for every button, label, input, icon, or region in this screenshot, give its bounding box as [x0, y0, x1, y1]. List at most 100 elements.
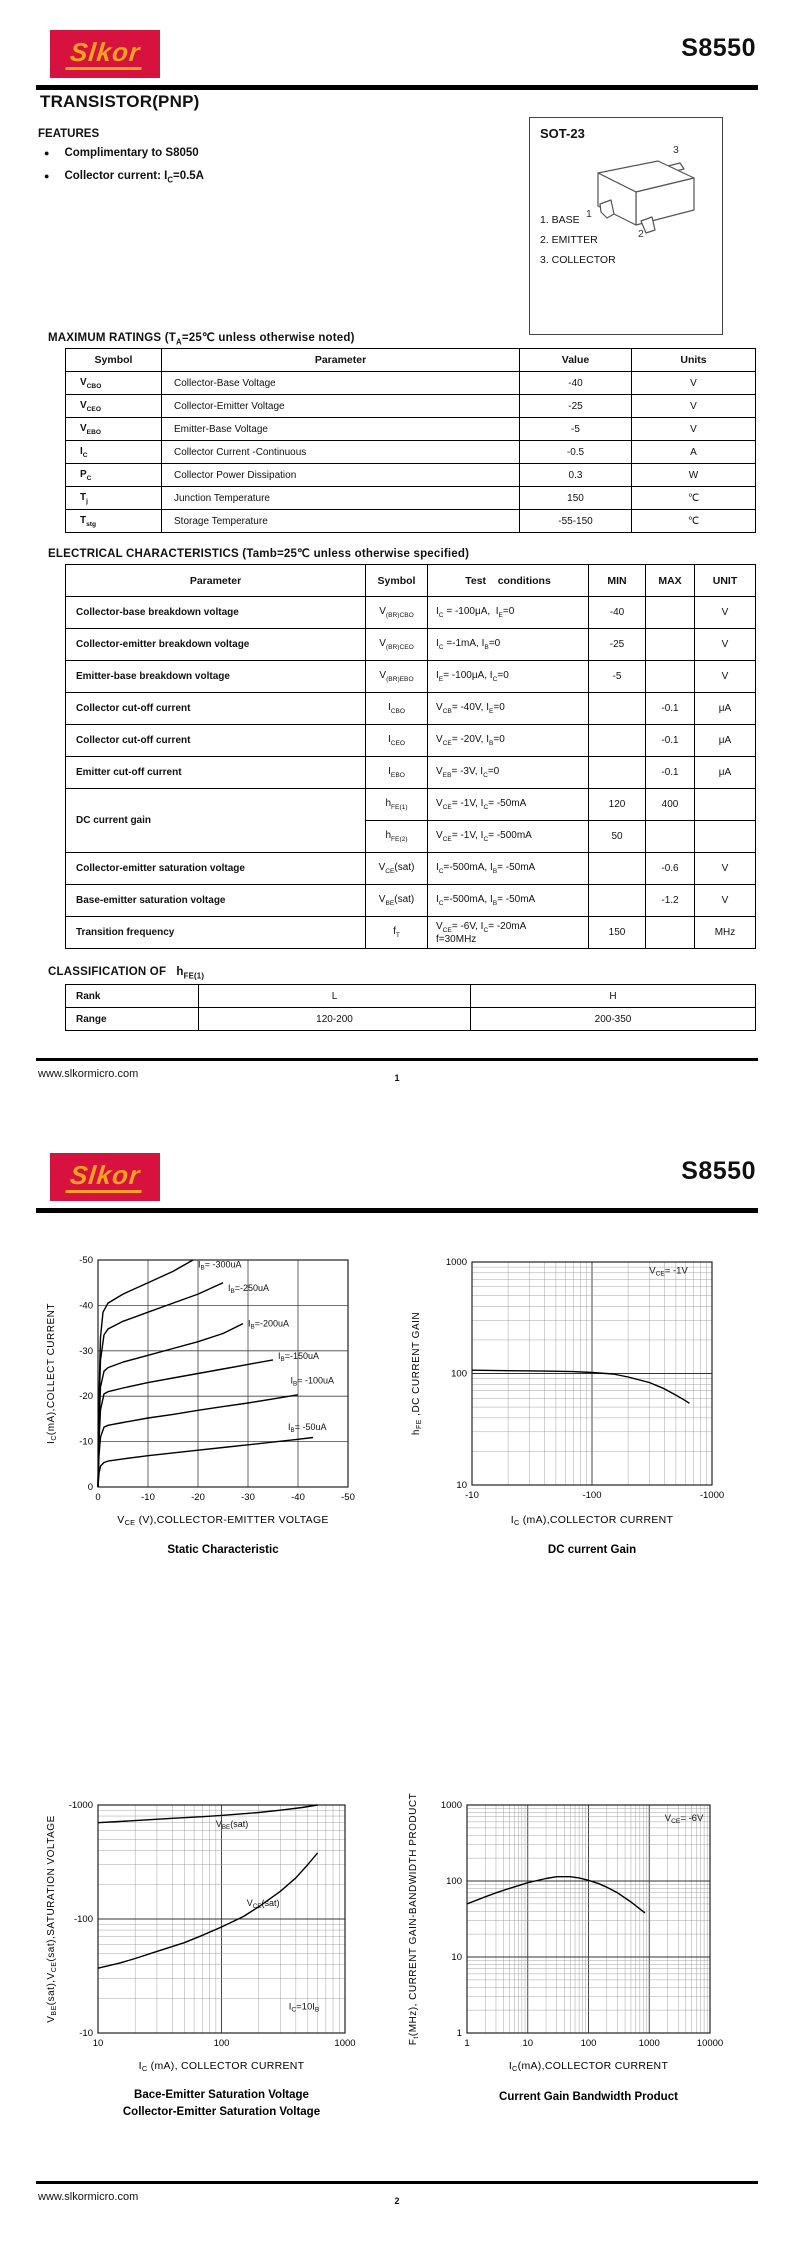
part-number: S8550	[681, 1157, 756, 1185]
y-axis-label: VBE​(sat),VCE​(sat),SATURATION VOLTAGE	[46, 1815, 58, 2022]
table-cell: -25	[588, 628, 646, 661]
table-cell: V(BR)CBO	[365, 596, 428, 629]
page-number: 1	[394, 1073, 400, 1083]
column-header: Symbol	[365, 564, 428, 597]
part-number: S8550	[681, 34, 756, 62]
series-curve	[97, 1804, 318, 1824]
x-tick-label: 10	[522, 2038, 533, 2049]
table-row: VEBO Emitter-Base Voltage -5 V	[65, 417, 756, 441]
header-divider	[36, 1208, 758, 1213]
series-label: IB​= -100uA	[291, 1375, 335, 1387]
chart-annotation: VCE​= -1V	[649, 1265, 688, 1277]
table-cell: VCB= -40V, IE=0	[427, 692, 589, 725]
table-cell: Range	[65, 1007, 199, 1031]
table-row: Base-emitter saturation voltage VBE(sat) I…	[65, 884, 756, 917]
table-cell: 150	[519, 486, 632, 510]
pin-number-3: 3	[673, 144, 679, 156]
website-url: www.slkormicro.com	[38, 1068, 139, 1080]
pin-legend-item: 2. EMITTER	[540, 234, 598, 246]
table-cell: 120-200	[198, 1007, 471, 1031]
table-cell: Base-emitter saturation voltage	[65, 884, 366, 917]
dc-current-gain-chart: VCE​= -1V -10 -100 -1000 10 100 1000 IC​ (mA),C…	[411, 1257, 724, 1556]
table-cell: -0.5	[519, 440, 632, 464]
table-cell: -0.1	[645, 692, 695, 725]
table-cell: V(BR)CEO	[365, 628, 428, 661]
table-cell: -5	[588, 660, 646, 693]
table-cell: μA	[694, 724, 756, 757]
x-tick-label: -100	[582, 1490, 601, 1501]
brand-logo: Slkor	[50, 30, 160, 78]
brand-logo-text: Slkor	[65, 1160, 145, 1193]
x-tick-label: -30	[241, 1492, 255, 1503]
column-header: Test conditions	[427, 564, 589, 597]
table-cell: PC	[65, 463, 162, 487]
chart-title: Bace-Emitter Saturation Voltage	[134, 2089, 309, 2101]
saturation-voltage-chart: VBE​(sat) VCE​(sat) IC​=10IB​ 10 100 1000 -10 -…	[46, 1800, 356, 2118]
table-row: VCBO Collector-Base Voltage -40 V	[65, 371, 756, 395]
footer-divider	[36, 2181, 758, 2184]
table-row: Collector-emitter breakdown voltage V(BR)…	[65, 628, 756, 661]
series-label: IB​=-250uA	[228, 1283, 269, 1295]
features-list: ● Complimentary to S8050 ● Collector curren…	[40, 147, 340, 195]
table-row: Range 120-200 200-350	[65, 1007, 756, 1031]
column-header: MAX	[645, 564, 695, 597]
table-cell: V	[631, 394, 756, 418]
table-cell	[645, 660, 695, 693]
x-tick-label: 10	[93, 2038, 104, 2049]
y-axis-label: IC​(mA),COLLECT CURRENT	[46, 1303, 58, 1444]
y-tick-label: -50	[79, 1255, 93, 1266]
table-cell: Collector-Emitter Voltage	[161, 394, 520, 418]
x-tick-label: -10	[465, 1490, 479, 1501]
website-url: www.slkormicro.com	[38, 2191, 139, 2203]
plot-border	[97, 1259, 349, 1488]
table-cell: hFE(2)	[365, 820, 428, 853]
footer-divider	[36, 1058, 758, 1061]
series-label: IB​=-200uA	[248, 1319, 289, 1331]
table-cell: Emitter-Base Voltage	[161, 417, 520, 441]
table-row: Collector-emitter saturation voltage VCE(…	[65, 852, 756, 885]
table-cell: -0.6	[645, 852, 695, 885]
table-row: Collector cut-off current ICBO VCB= -40V, …	[65, 692, 756, 725]
table-cell: -55-150	[519, 509, 632, 533]
y-tick-label: 10	[456, 1480, 467, 1491]
table-cell: VCE= -20V, IB=0	[427, 724, 589, 757]
chart-series	[471, 1369, 690, 1404]
datasheet-page-2: Slkor S8550 IB​= -300uA IB​=-250uA IB​=-20…	[0, 1123, 794, 2246]
table-cell: Collector Current -Continuous	[161, 440, 520, 464]
table-cell: Storage Temperature	[161, 509, 520, 533]
series-label: IB​=-150uA	[278, 1351, 319, 1363]
table-row: Emitter cut-off current IEBO VEB= -3V, IC=…	[65, 756, 756, 789]
table-cell: MHz	[694, 916, 756, 949]
table-cell	[694, 820, 756, 853]
table-cell: DC current gain	[65, 788, 366, 853]
table-row: Transition frequency fT VCE= -6V, IC= -20m…	[65, 916, 756, 949]
chart-grid	[97, 1804, 346, 2034]
brand-logo-text: Slkor	[65, 37, 145, 70]
chart-title: DC current Gain	[548, 1544, 636, 1556]
chart-grid	[97, 1259, 349, 1488]
y-tick-label: 100	[451, 1369, 467, 1380]
series-curve	[97, 1322, 244, 1488]
table-cell: Collector cut-off current	[65, 692, 366, 725]
bullet-icon: ●	[44, 148, 50, 158]
table-cell: ℃	[631, 509, 756, 533]
feature-item: ● Complimentary to S8050	[44, 147, 199, 159]
table-cell: Collector Power Dissipation	[161, 463, 520, 487]
y-tick-label: 100	[446, 1876, 462, 1887]
pin-number-2: 2	[638, 228, 644, 240]
table-cell	[645, 820, 695, 853]
table-cell: -40	[519, 371, 632, 395]
table-cell: hFE(1)	[365, 788, 428, 821]
plot-border	[466, 1804, 711, 2034]
table-cell: 120	[588, 788, 646, 821]
page-number: 2	[394, 2196, 400, 2206]
y-tick-label: 0	[88, 1482, 93, 1493]
y-tick-label: -30	[79, 1346, 93, 1357]
x-tick-label: 1000	[334, 2038, 355, 2049]
table-cell: A	[631, 440, 756, 464]
table-cell: IC =-1mA, IB=0	[427, 628, 589, 661]
table-cell: H	[470, 984, 756, 1008]
sot23-package-drawing	[597, 160, 695, 234]
table-cell: μA	[694, 756, 756, 789]
x-tick-label: 1	[464, 2038, 469, 2049]
